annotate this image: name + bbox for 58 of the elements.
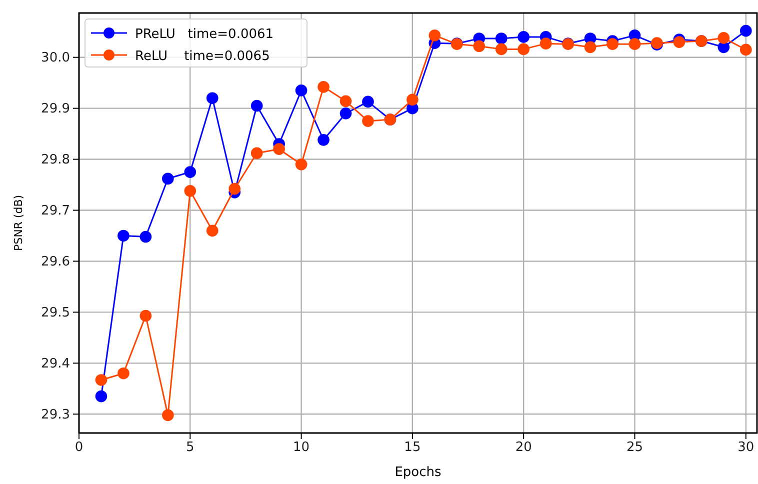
point	[540, 38, 552, 50]
point	[250, 100, 263, 112]
point	[118, 230, 130, 242]
y-tick-label: 29.3	[41, 407, 70, 422]
y-tick-label: 29.7	[41, 203, 70, 218]
point	[740, 24, 752, 37]
point	[295, 158, 308, 170]
y-tick-label: 29.4	[41, 356, 70, 372]
x-tick-label: 0	[74, 440, 84, 456]
point	[318, 81, 330, 93]
y-axis-title: PSNR (dB)	[12, 194, 25, 252]
legend-label: PReLU time=0.0061	[135, 27, 274, 42]
point	[162, 172, 174, 185]
point	[162, 409, 174, 422]
point	[140, 230, 152, 243]
point	[118, 367, 130, 380]
point	[406, 94, 418, 106]
point	[95, 390, 108, 402]
legend-label: ReLU time=0.0065	[135, 49, 270, 64]
x-tick-label: 25	[626, 440, 644, 456]
point	[673, 36, 686, 48]
x-tick-label: 30	[738, 440, 754, 456]
point	[518, 31, 530, 43]
point	[228, 182, 241, 195]
point	[495, 32, 508, 44]
x-tick-label: 5	[186, 440, 194, 456]
x-tick-label: 10	[293, 440, 310, 456]
point	[473, 40, 486, 52]
point	[428, 30, 441, 42]
point	[584, 41, 596, 54]
point	[206, 92, 218, 104]
y-tick-label: 29.5	[41, 305, 70, 320]
x-tick-label: 15	[404, 440, 421, 456]
point	[295, 84, 308, 96]
y-tick-label: 29.9	[41, 101, 70, 116]
point	[318, 134, 330, 146]
point	[628, 38, 641, 50]
point	[340, 108, 352, 120]
y-tick-label: 29.6	[41, 254, 70, 270]
y-tick-label: 29.8	[41, 152, 70, 168]
y-tick-label: 30.0	[41, 50, 70, 66]
point	[250, 147, 263, 160]
point	[518, 43, 530, 56]
point	[184, 166, 196, 178]
x-tick-label: 20	[515, 440, 532, 456]
point	[362, 115, 374, 127]
point	[495, 43, 508, 56]
point	[273, 143, 285, 155]
point	[362, 96, 374, 108]
point	[606, 38, 618, 50]
point	[140, 310, 152, 322]
x-axis-title: Epochs	[394, 465, 442, 480]
point	[340, 95, 352, 108]
point	[740, 44, 752, 56]
point	[718, 32, 730, 44]
point	[206, 224, 218, 237]
point	[184, 184, 196, 197]
point	[95, 374, 108, 386]
